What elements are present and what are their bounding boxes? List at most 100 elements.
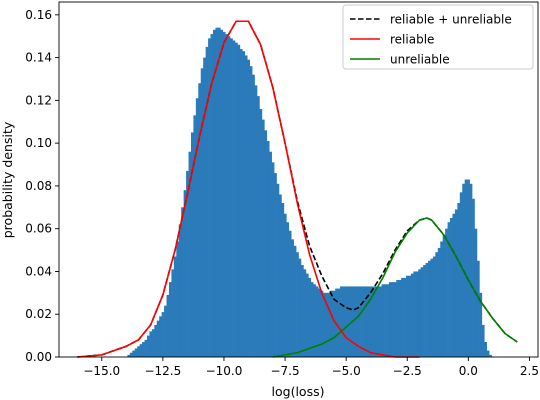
histogram-bar xyxy=(320,290,324,357)
histogram-bar xyxy=(413,271,417,357)
histogram-bar xyxy=(159,316,162,357)
histogram-bar xyxy=(457,203,461,357)
histogram-bar xyxy=(220,29,224,358)
histogram-bar xyxy=(215,27,219,357)
histogram-bar xyxy=(398,280,402,357)
histogram-bar xyxy=(310,282,314,357)
y-tick-label: 0.06 xyxy=(25,222,52,236)
histogram-bar xyxy=(393,282,397,357)
y-axis-label: probability density xyxy=(0,121,15,238)
histogram-bar xyxy=(276,183,280,357)
histogram-bar xyxy=(156,320,160,357)
histogram-bar xyxy=(359,286,363,357)
histogram-bar xyxy=(391,282,395,357)
histogram-bar xyxy=(330,290,334,357)
histogram-bar xyxy=(188,151,192,357)
histogram-bar xyxy=(247,59,250,358)
histogram-bar xyxy=(151,329,155,357)
histogram-bar xyxy=(178,224,182,357)
histogram-bar xyxy=(318,288,321,357)
histogram-bar xyxy=(283,213,287,357)
histogram-bar xyxy=(252,74,255,358)
histogram-bar xyxy=(200,68,204,358)
y-tick-label: 0.10 xyxy=(25,136,52,150)
histogram-bar xyxy=(476,260,480,357)
histogram-bar xyxy=(222,31,226,357)
histogram-bar xyxy=(293,245,297,357)
histogram-bar xyxy=(129,352,133,357)
histogram-bar xyxy=(381,284,385,357)
histogram-bar xyxy=(369,286,373,357)
plot-frame xyxy=(58,1,539,358)
histogram-bar xyxy=(403,277,407,357)
histogram-bar xyxy=(254,85,258,358)
histogram-bar xyxy=(396,280,400,357)
y-tick-label: 0.08 xyxy=(25,179,52,193)
x-tick-label: −10.0 xyxy=(206,364,243,378)
histogram-bar xyxy=(376,286,380,357)
histogram-bar xyxy=(472,198,475,357)
histogram-bar xyxy=(227,36,231,357)
y-tick-label: 0.04 xyxy=(25,264,52,278)
histogram-bar xyxy=(176,241,180,357)
histogram-bar xyxy=(146,335,150,357)
histogram-bar xyxy=(134,348,138,357)
histogram-bar xyxy=(225,34,228,357)
histogram-bar xyxy=(208,38,211,358)
histogram-bar xyxy=(127,354,131,357)
histogram-bar xyxy=(374,286,378,357)
legend-box xyxy=(342,4,534,70)
histogram-bar xyxy=(415,271,419,357)
histogram-bar xyxy=(344,286,348,357)
y-tick-label: 0.16 xyxy=(25,8,52,22)
histogram-bar xyxy=(401,277,404,357)
y-tick-label: 0.12 xyxy=(25,93,52,107)
histogram-bar xyxy=(173,256,177,357)
histogram-bar xyxy=(239,49,243,358)
y-tick-label: 0.02 xyxy=(25,307,52,321)
histogram-bar xyxy=(467,179,470,357)
y-tick-label: 0.00 xyxy=(25,350,52,364)
histogram-bar xyxy=(259,108,263,358)
histogram-bar xyxy=(242,51,246,357)
histogram-bar xyxy=(423,265,426,357)
series-line-unreliable xyxy=(272,217,518,358)
histogram-bar xyxy=(435,252,439,357)
histogram-bar xyxy=(286,222,290,357)
histogram-bar xyxy=(352,286,356,357)
histogram-bar xyxy=(322,292,326,357)
histogram-bar xyxy=(342,286,346,357)
histogram-bar xyxy=(296,252,299,357)
histogram-bar xyxy=(371,286,375,357)
histogram-bar xyxy=(261,119,265,358)
histogram-bar xyxy=(340,286,343,357)
histogram-bar xyxy=(139,344,143,357)
histogram-bar xyxy=(183,190,187,357)
histogram-bar xyxy=(335,288,338,357)
histogram-bar xyxy=(489,354,492,357)
histogram-bar xyxy=(408,275,412,357)
histogram-bar xyxy=(384,284,387,357)
x-tick-label: −15.0 xyxy=(83,364,120,378)
histogram-bar xyxy=(303,269,307,357)
histogram-bar xyxy=(195,98,199,357)
x-axis-label: log(loss) xyxy=(272,384,325,399)
histogram-bar xyxy=(432,256,436,357)
histogram-bar xyxy=(354,286,358,357)
histogram-bar xyxy=(237,44,241,358)
histogram-bar xyxy=(274,173,277,357)
histogram-bar xyxy=(210,34,214,357)
legend: reliable + unreliable reliable unreliable xyxy=(342,4,534,70)
legend-label: reliable + unreliable xyxy=(390,13,512,27)
histogram-bar xyxy=(442,235,446,357)
histogram-bar xyxy=(266,141,270,357)
histogram-bar xyxy=(249,66,253,357)
x-tick-label: 2.5 xyxy=(520,364,539,378)
histogram-bar xyxy=(164,305,167,357)
histogram-bar xyxy=(347,286,351,357)
histogram-bar xyxy=(269,151,272,357)
histogram-bar xyxy=(481,324,485,357)
histogram-bar xyxy=(425,262,429,357)
histogram-bar xyxy=(181,207,184,357)
histogram-bar xyxy=(406,275,409,357)
